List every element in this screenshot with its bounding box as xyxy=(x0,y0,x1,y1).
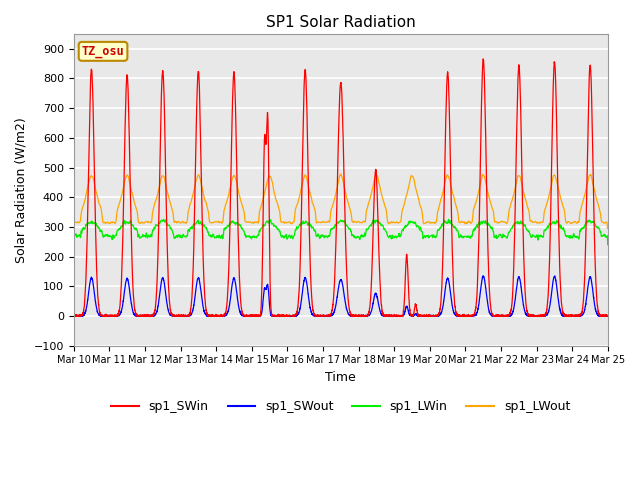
sp1_LWout xyxy=(166,198,173,204)
sp1_LWout xyxy=(604,226,611,231)
Line: sp1_SWin: sp1_SWin xyxy=(74,59,608,316)
sp1_LWin xyxy=(321,233,328,239)
sp1_LWout xyxy=(321,219,328,225)
sp1_LWin xyxy=(461,234,468,240)
sp1_SWout xyxy=(166,311,173,317)
sp1_SWin xyxy=(70,313,77,319)
Y-axis label: Solar Radiation (W/m2): Solar Radiation (W/m2) xyxy=(15,117,28,263)
sp1_LWout xyxy=(604,224,611,230)
sp1_SWin xyxy=(321,312,328,318)
sp1_SWin xyxy=(491,313,499,319)
sp1_SWout xyxy=(460,313,468,319)
sp1_SWin xyxy=(166,301,173,307)
sp1_SWin xyxy=(479,56,487,62)
sp1_LWout xyxy=(461,219,468,225)
sp1_LWout xyxy=(337,171,345,177)
X-axis label: Time: Time xyxy=(325,371,356,384)
Title: SP1 Solar Radiation: SP1 Solar Radiation xyxy=(266,15,415,30)
sp1_SWout xyxy=(321,312,328,318)
Line: sp1_SWout: sp1_SWout xyxy=(74,276,608,316)
sp1_SWin xyxy=(431,313,438,319)
sp1_LWin xyxy=(604,233,611,239)
sp1_LWin xyxy=(604,242,612,248)
sp1_SWout xyxy=(70,313,77,319)
Text: TZ_osu: TZ_osu xyxy=(82,45,124,58)
sp1_SWin xyxy=(604,313,612,319)
sp1_SWout xyxy=(431,313,438,319)
sp1_LWout xyxy=(431,220,438,226)
sp1_LWout xyxy=(491,219,499,225)
Line: sp1_LWin: sp1_LWin xyxy=(74,219,608,245)
sp1_SWout xyxy=(604,313,612,319)
Legend: sp1_SWin, sp1_SWout, sp1_LWin, sp1_LWout: sp1_SWin, sp1_SWout, sp1_LWin, sp1_LWout xyxy=(106,396,575,419)
sp1_SWin xyxy=(604,312,611,318)
sp1_LWin xyxy=(160,216,168,222)
sp1_LWout xyxy=(70,219,77,225)
sp1_SWout xyxy=(604,313,611,319)
sp1_SWout xyxy=(491,313,499,319)
sp1_LWin xyxy=(70,235,77,240)
Line: sp1_LWout: sp1_LWout xyxy=(74,174,608,228)
sp1_LWin xyxy=(166,223,173,229)
sp1_SWin xyxy=(460,313,468,319)
sp1_LWin xyxy=(491,233,499,239)
sp1_SWout xyxy=(479,273,487,278)
sp1_LWin xyxy=(431,234,438,240)
sp1_LWin xyxy=(604,242,612,248)
sp1_LWout xyxy=(604,226,612,231)
